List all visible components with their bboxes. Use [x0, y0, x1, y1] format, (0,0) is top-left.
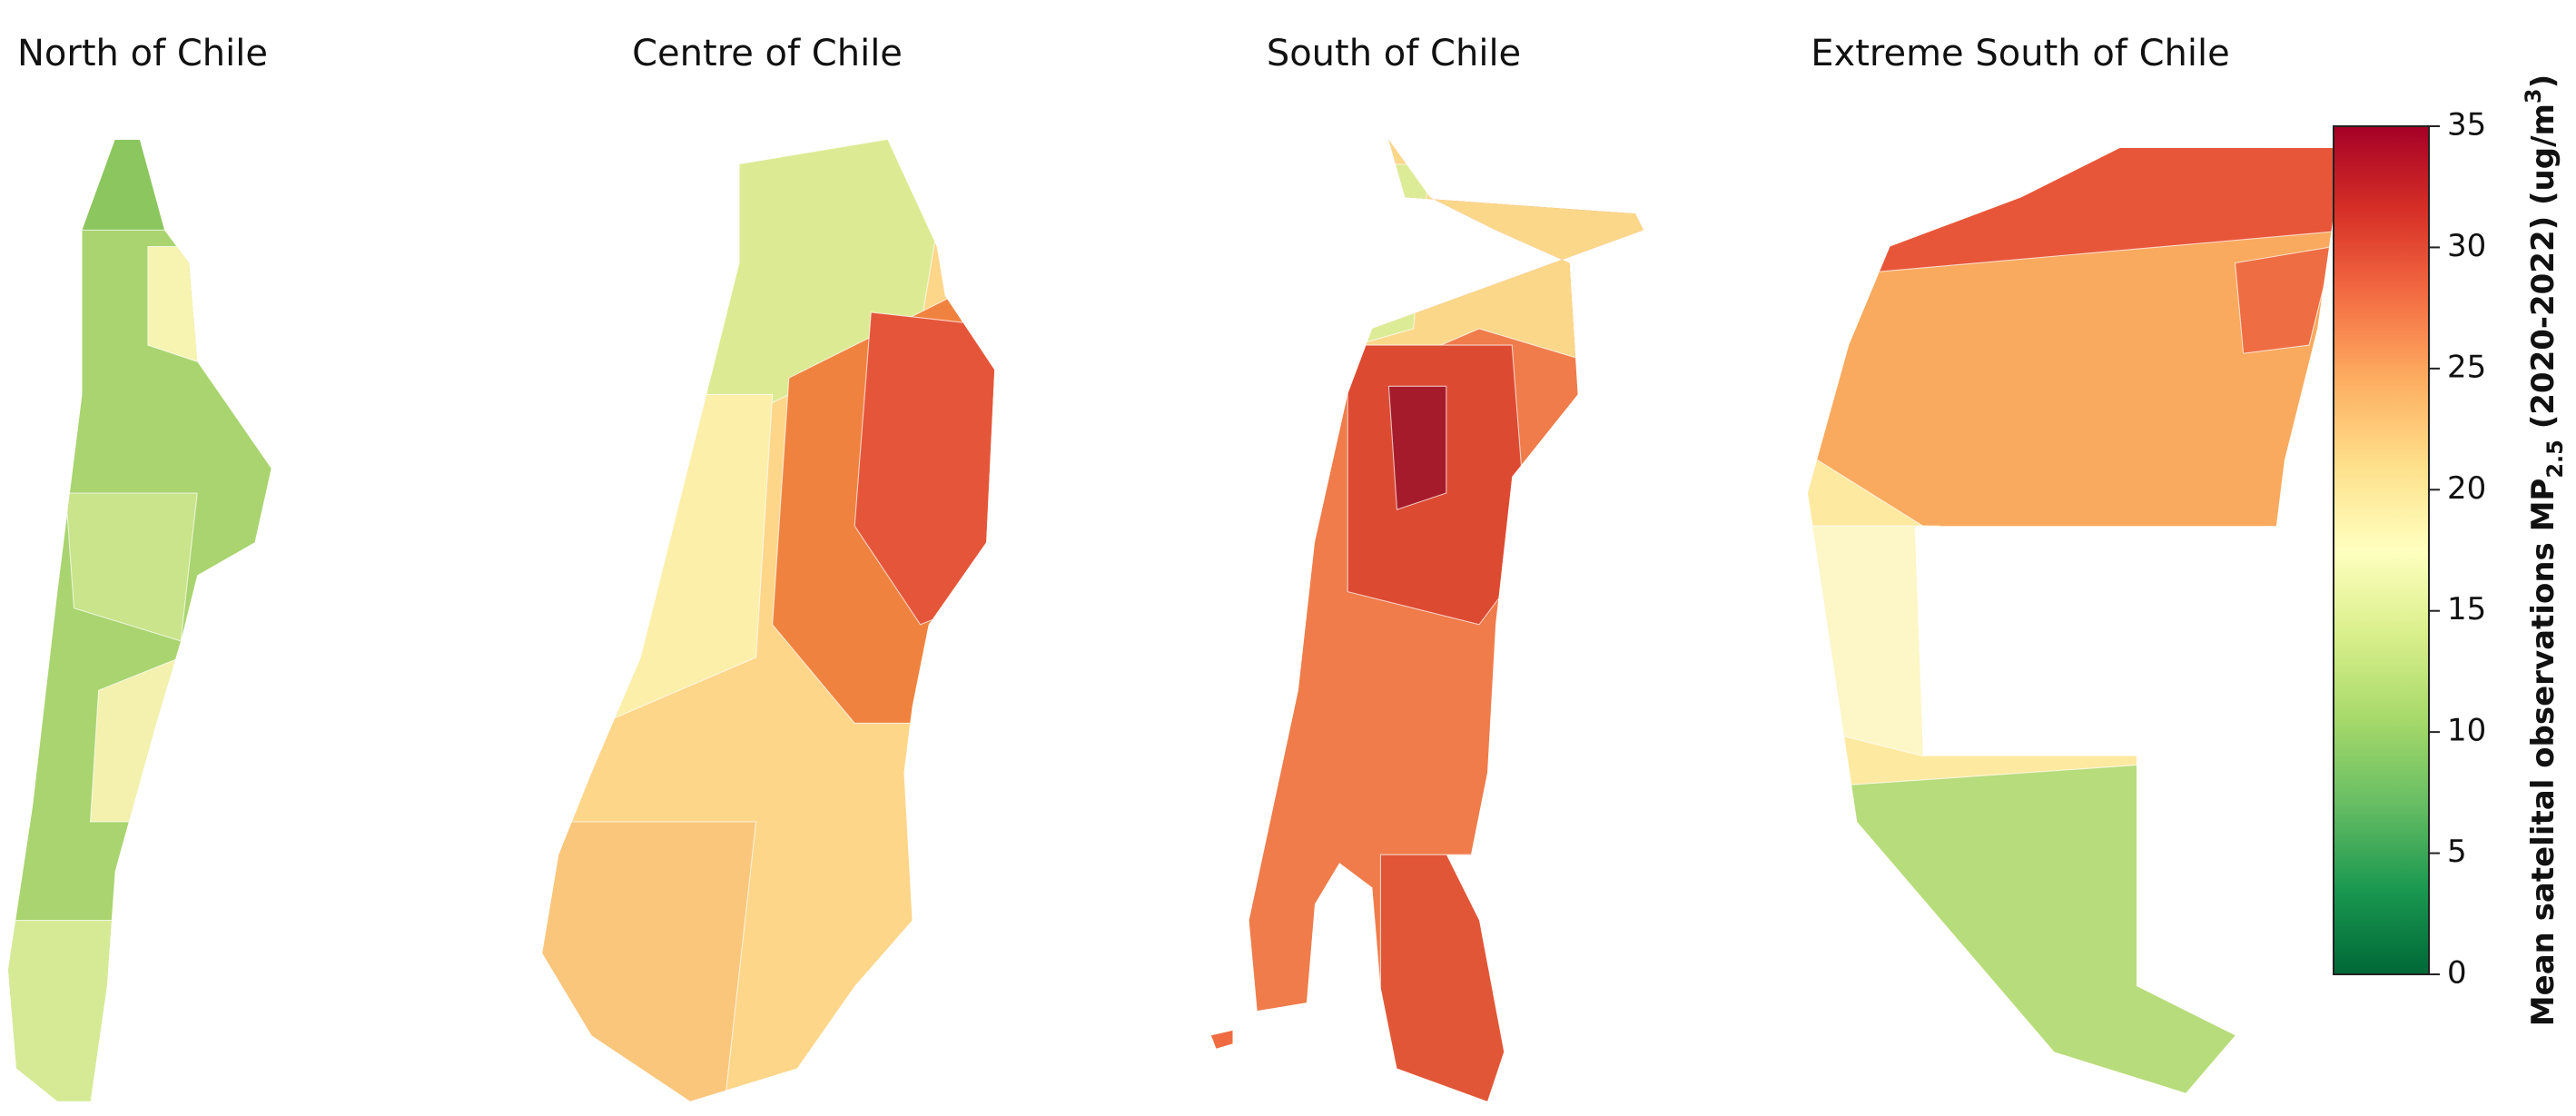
region: [8, 920, 133, 1101]
tick-label: 10: [2447, 713, 2486, 749]
region: [147, 245, 198, 362]
region: [2235, 245, 2334, 354]
map-extreme-south: [1807, 147, 2334, 1093]
tick-label: 35: [2447, 107, 2486, 143]
colorbar: [2333, 125, 2430, 975]
region: [1807, 525, 1940, 757]
region: [8, 139, 271, 231]
tick-label: 20: [2447, 470, 2486, 507]
panel-title: Extreme South of Chile: [1811, 33, 2229, 74]
colorbar-label: Mean satelital observations MP2.5 (2020-…: [2521, 74, 2568, 1026]
tick-label: 30: [2447, 228, 2486, 264]
map-centre: [542, 139, 995, 1101]
label-text: Mean satelital observations MP: [2525, 479, 2561, 1027]
panel-title: North of Chile: [17, 33, 268, 74]
tick-label: 5: [2447, 834, 2467, 870]
region: [1387, 385, 1447, 510]
region: [1807, 756, 2269, 1093]
region: [64, 492, 198, 642]
label-text: (2020-2022) (ug/m: [2525, 104, 2561, 439]
label-text: ): [2525, 74, 2561, 89]
panel-title: Centre of Chile: [632, 33, 903, 74]
map-south: [1249, 139, 1643, 1101]
region: [1379, 854, 1513, 1101]
island: [1210, 1030, 1233, 1049]
map-north: [8, 139, 271, 1101]
tick-label: 0: [2447, 955, 2467, 992]
label-superscript: 3: [2521, 88, 2546, 104]
label-subscript: 2.5: [2542, 439, 2568, 479]
panel-title: South of Chile: [1267, 33, 1521, 74]
tick-label: 25: [2447, 349, 2486, 385]
tick-label: 15: [2447, 591, 2486, 627]
region: [542, 821, 757, 1101]
maps: [8, 139, 2334, 1101]
